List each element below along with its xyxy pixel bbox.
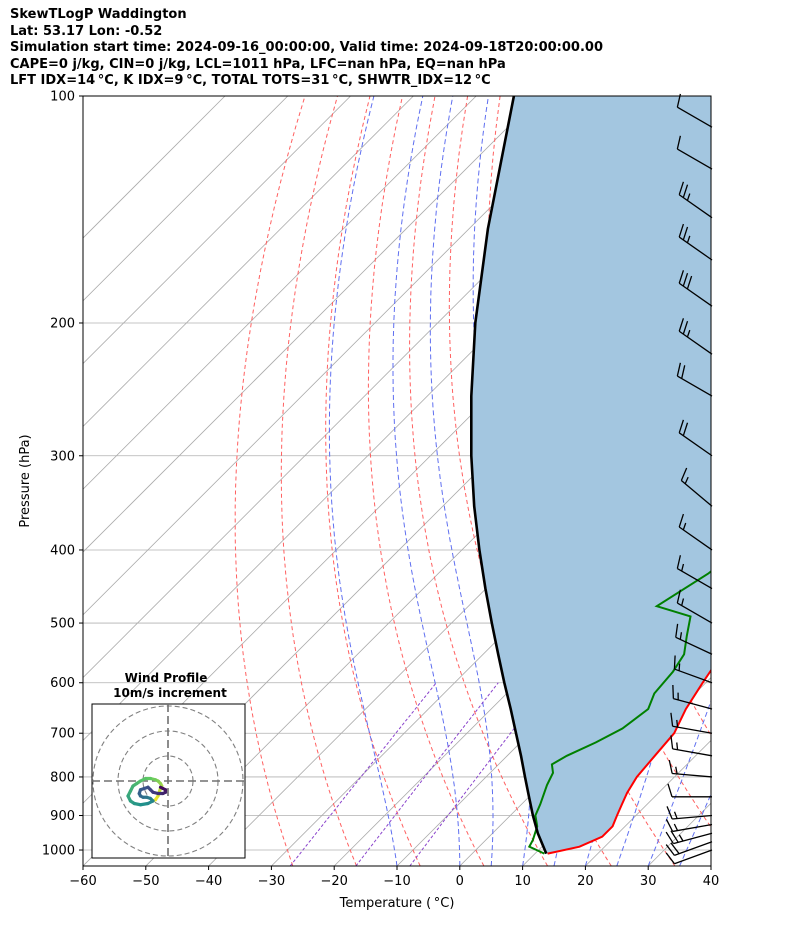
- wind-barb: [678, 181, 713, 219]
- wind-barb: [665, 841, 713, 857]
- y-tick-label: 900: [50, 809, 75, 824]
- wind-barb: [673, 655, 713, 684]
- isotherm-line: [83, 96, 351, 365]
- wind-barb: [672, 684, 713, 710]
- wind-barb: [676, 135, 713, 170]
- y-tick-label: 500: [50, 617, 75, 632]
- isotherm-line: [83, 96, 603, 616]
- location-line: Lat: 53.17 Lon: -0.52: [10, 23, 163, 39]
- convective-indices-line: CAPE=0 j/kg, CIN=0 j/kg, LCL=1011 hPa, L…: [10, 56, 506, 72]
- dry-adiabat-line: [409, 96, 549, 866]
- y-tick-label: 800: [50, 770, 75, 785]
- isotherm-line: [83, 96, 226, 239]
- moist-adiabat-line: [679, 792, 711, 866]
- wind-barb: [668, 760, 713, 778]
- hodograph-inset: Wind Profile 10m/s increment: [91, 671, 246, 859]
- chart-title-block: SkewTLogP Waddington Lat: 53.17 Lon: -0.…: [10, 7, 603, 90]
- hodograph-segment: [158, 785, 165, 791]
- wind-barb: [666, 806, 713, 820]
- temperature-profile-line: [547, 668, 711, 855]
- x-tick-label: −20: [320, 874, 347, 889]
- dry-adiabat-line: [280, 96, 357, 866]
- wind-barb: [670, 712, 713, 734]
- x-tick-label: −60: [69, 874, 96, 889]
- wind-barb: [678, 223, 713, 261]
- x-tick-label: −30: [258, 874, 285, 889]
- stability-indices-line: LFT IDX=14 °C, K IDX=9 °C, TOTAL TOTS=31…: [10, 73, 491, 88]
- dewpoint-profile-line: [527, 570, 711, 855]
- wind-barb: [678, 318, 713, 355]
- wind-barb: [680, 467, 713, 507]
- wind-barb: [678, 270, 713, 307]
- moist-adiabat-line: [429, 96, 494, 866]
- mixing-ratio-line: [355, 682, 499, 866]
- x-tick-label: 20: [577, 874, 594, 889]
- wind-barb: [678, 513, 713, 551]
- x-tick-label: 30: [640, 874, 657, 889]
- dry-adiabat-line: [728, 96, 794, 866]
- simulation-time-line: Simulation start time: 2024-09-16_00:00:…: [10, 40, 603, 55]
- hodograph-title: Wind Profile: [125, 671, 208, 685]
- moist-adiabat-line: [328, 96, 398, 866]
- isotherm-line: [710, 865, 711, 866]
- dry-adiabat-line: [234, 96, 306, 866]
- x-tick-label: −10: [383, 874, 410, 889]
- isotherm-line: [83, 96, 477, 490]
- wind-barb: [670, 735, 713, 757]
- y-axis-label: Pressure (hPa): [18, 434, 33, 527]
- wind-barb: [676, 93, 713, 128]
- isotherm-line: [83, 96, 540, 553]
- x-tick-label: 40: [703, 874, 720, 889]
- wind-barb: [665, 849, 713, 865]
- y-tick-label: 600: [50, 676, 75, 691]
- y-tick-label: 700: [50, 727, 75, 742]
- dry-adiabat-line: [325, 96, 421, 866]
- x-tick-label: 0: [456, 874, 464, 889]
- y-tick-label: 1000: [42, 844, 75, 859]
- dry-adiabat-line: [760, 96, 794, 866]
- x-axis-label: Temperature ( °C): [339, 896, 455, 911]
- wind-barbs-column: [665, 93, 713, 865]
- wind-barb: [676, 362, 713, 397]
- chart-title: SkewTLogP Waddington: [10, 7, 187, 22]
- x-tick-label: −40: [195, 874, 222, 889]
- cin-cape-shaded-area: [471, 96, 711, 854]
- moist-adiabat-line: [616, 96, 697, 866]
- parcel-profile-line: [470, 96, 548, 855]
- isotherm-line: [83, 96, 289, 302]
- y-tick-label: 300: [50, 449, 75, 464]
- wind-barb: [676, 589, 713, 624]
- y-tick-label: 200: [50, 316, 75, 331]
- isotherm-line: [333, 488, 711, 866]
- wind-barb: [665, 819, 713, 833]
- wind-barb: [675, 623, 713, 655]
- dry-adiabat-line: [367, 96, 485, 866]
- wind-barb: [678, 419, 713, 457]
- moist-adiabat-line: [392, 96, 461, 866]
- hodograph-subtitle: 10m/s increment: [113, 686, 227, 700]
- wind-barb: [667, 783, 712, 798]
- wind-barb: [676, 555, 713, 590]
- y-tick-label: 400: [50, 543, 75, 558]
- isotherm-line: [83, 96, 414, 427]
- x-tick-label: 10: [514, 874, 531, 889]
- mixing-ratio-line: [289, 682, 437, 866]
- x-tick-label: −50: [132, 874, 159, 889]
- wind-barb: [665, 830, 713, 845]
- y-tick-label: 100: [50, 90, 75, 105]
